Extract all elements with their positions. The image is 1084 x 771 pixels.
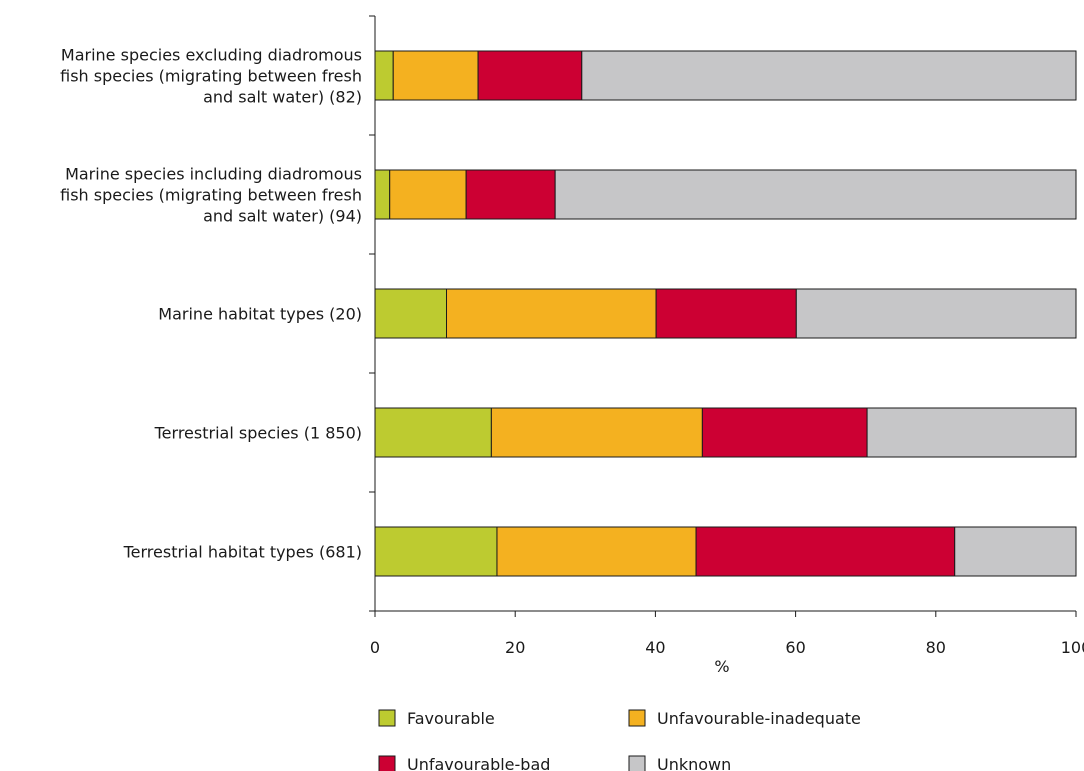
legend-swatch-unfavourable-inadequate <box>628 709 646 727</box>
x-tick-label-100: 100 <box>1061 638 1084 657</box>
category-label-2-line-0: Marine habitat types (20) <box>158 305 362 324</box>
x-axis: 0 20 40 60 80 100 <box>370 610 1084 657</box>
bar-segment-unfavourable-inadequate-0 <box>392 50 479 101</box>
bar-segment-unfavourable-inadequate-1 <box>389 169 467 220</box>
x-tick-label-0: 0 <box>370 638 380 657</box>
legend-swatch-unknown <box>628 755 646 771</box>
legend: Favourable Unfavourable-inadequate Unfavou… <box>378 709 861 771</box>
bar-segment-unfavourable-bad-4 <box>695 526 956 577</box>
x-tick-label-40: 40 <box>645 638 665 657</box>
bar-segment-favourable-3 <box>374 407 492 458</box>
bar-segment-favourable-2 <box>374 288 448 339</box>
bar-segment-unfavourable-bad-0 <box>477 50 583 101</box>
x-axis-title: % <box>714 657 729 676</box>
bar-segment-unknown-2 <box>795 288 1077 339</box>
bar-segment-unfavourable-bad-1 <box>465 169 556 220</box>
category-label-1-line-0: Marine species including diadromous <box>65 165 362 184</box>
category-label-1-line-1: fish species (migrating between fresh <box>60 186 362 205</box>
bar-segment-unknown-0 <box>581 50 1077 101</box>
legend-label-unknown: Unknown <box>657 755 731 771</box>
bar-segment-favourable-0 <box>374 50 394 101</box>
y-axis <box>369 15 376 612</box>
bar-segment-unfavourable-bad-3 <box>701 407 868 458</box>
category-label-0-line-2: and salt water) (82) <box>203 88 362 107</box>
bar-segment-unfavourable-bad-2 <box>655 288 797 339</box>
bar-segment-unfavourable-inadequate-4 <box>496 526 697 577</box>
bar-segment-unfavourable-inadequate-2 <box>446 288 657 339</box>
legend-label-unfavourable-inadequate: Unfavourable-inadequate <box>657 709 861 728</box>
legend-swatch-unfavourable-bad <box>378 755 396 771</box>
bar-segment-favourable-4 <box>374 526 498 577</box>
bar-segment-unknown-1 <box>554 169 1077 220</box>
category-label-0-line-0: Marine species excluding diadromous <box>61 46 362 65</box>
bar-segment-favourable-1 <box>374 169 391 220</box>
category-label-0-line-1: fish species (migrating between fresh <box>60 67 362 86</box>
category-label-4-line-0: Terrestrial habitat types (681) <box>123 543 362 562</box>
x-tick-label-60: 60 <box>785 638 805 657</box>
legend-label-favourable: Favourable <box>407 709 495 728</box>
category-labels: Marine species excluding diadromous fish … <box>60 46 362 562</box>
legend-label-unfavourable-bad: Unfavourable-bad <box>407 755 550 771</box>
x-tick-label-80: 80 <box>926 638 946 657</box>
bar-segment-unfavourable-inadequate-3 <box>490 407 703 458</box>
category-label-3-line-0: Terrestrial species (1 850) <box>154 424 362 443</box>
bars-group <box>374 50 1077 577</box>
category-label-1-line-2: and salt water) (94) <box>203 207 362 226</box>
bar-segment-unknown-3 <box>866 407 1077 458</box>
bar-segment-unknown-4 <box>954 526 1077 577</box>
legend-swatch-favourable <box>378 709 396 727</box>
x-tick-label-20: 20 <box>505 638 525 657</box>
